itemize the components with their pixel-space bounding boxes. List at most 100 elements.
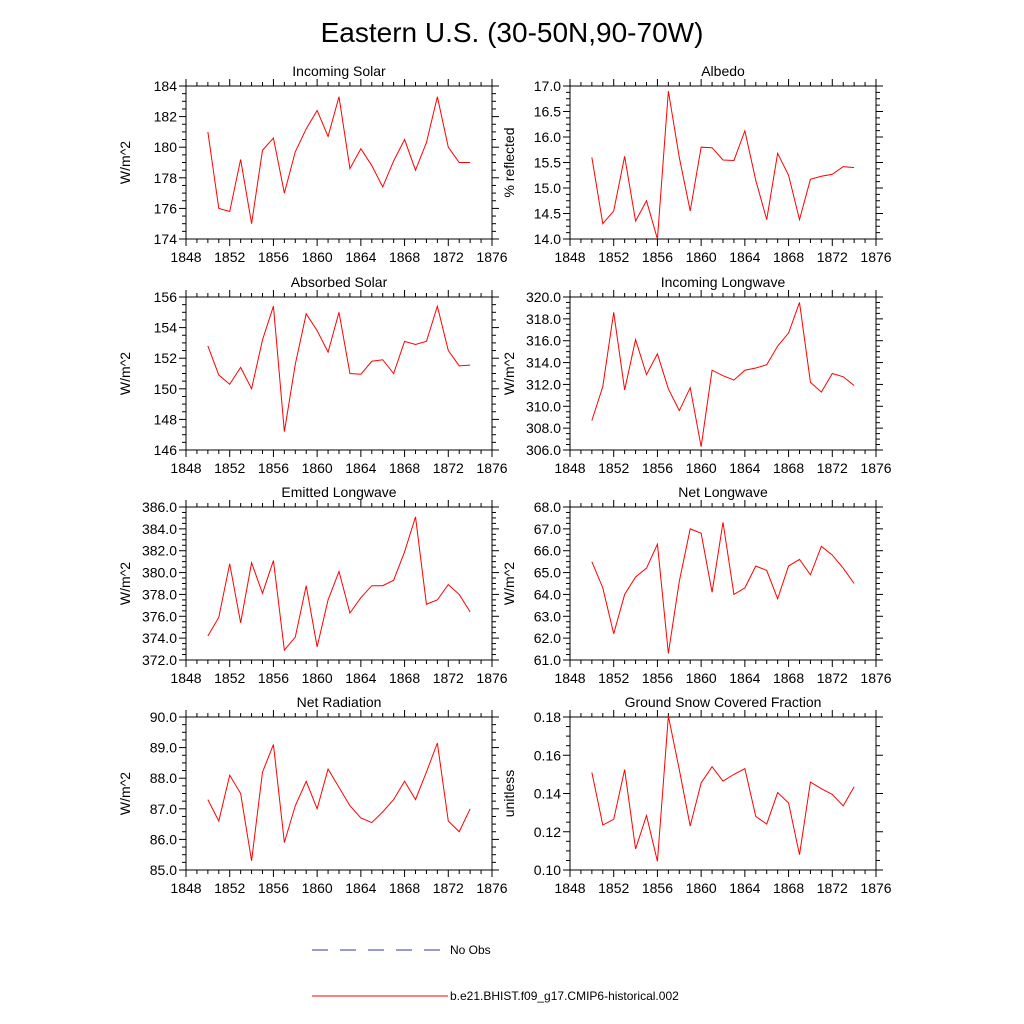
y-tick-label: 152 [154, 350, 178, 366]
plot-frame-net-longwave [569, 506, 877, 661]
x-tick-label: 1868 [773, 670, 804, 686]
plot-frame-incoming-solar [185, 85, 493, 240]
y-axis-label-incoming-solar: W/m^2 [117, 141, 133, 184]
legend-obs-label: No Obs [450, 943, 491, 957]
x-tick-label: 1860 [302, 460, 333, 476]
x-tick-label: 1868 [773, 460, 804, 476]
x-tick-label: 1856 [258, 880, 289, 896]
x-tick-label: 1864 [345, 460, 376, 476]
y-tick-label: 184 [154, 78, 178, 94]
x-tick-label: 1856 [642, 249, 673, 265]
y-tick-label: 68.0 [534, 499, 561, 515]
x-tick-label: 1848 [170, 249, 201, 265]
panel-net-radiation: Net Radiation 1848 1852 1856 1860 1864 1868 187… [117, 694, 508, 896]
panel-title-albedo: Albedo [701, 63, 745, 79]
y-axis-label-net-radiation: W/m^2 [117, 772, 133, 815]
y-tick-label: 66.0 [534, 543, 561, 559]
x-tick-label: 1856 [642, 670, 673, 686]
series-line-emitted-longwave [207, 516, 471, 652]
x-tick-label: 1872 [433, 880, 464, 896]
y-tick-label: 182 [154, 109, 178, 125]
x-tick-label: 1852 [214, 460, 245, 476]
x-tick-label: 1864 [345, 880, 376, 896]
y-tick-label: 318.0 [526, 311, 561, 327]
x-tick-label: 1872 [433, 249, 464, 265]
y-tick-label: 156 [154, 289, 178, 305]
y-tick-label: 61.0 [534, 652, 561, 668]
series-line-incoming-solar [207, 96, 471, 224]
x-tick-label: 1860 [302, 880, 333, 896]
y-axis-label-absorbed-solar: W/m^2 [117, 352, 133, 395]
y-tick-label: 148 [154, 411, 178, 427]
x-tick-label: 1848 [170, 670, 201, 686]
x-tick-label: 1876 [476, 880, 507, 896]
y-tick-label: 85.0 [150, 862, 177, 878]
x-tick-label: 1848 [554, 880, 585, 896]
y-tick-label: 64.0 [534, 586, 561, 602]
x-tick-label: 1868 [389, 880, 420, 896]
y-tick-label: 17.0 [534, 78, 561, 94]
x-tick-label: 1864 [729, 460, 760, 476]
x-tick-label: 1848 [170, 460, 201, 476]
y-tick-label: 89.0 [150, 740, 177, 756]
y-tick-label: 378.0 [142, 586, 177, 602]
y-axis-label-net-longwave: W/m^2 [501, 562, 517, 605]
panel-net-longwave: Net Longwave 1848 1852 1856 1860 1864 1868 1872… [501, 484, 892, 686]
y-tick-label: 62.0 [534, 630, 561, 646]
x-tick-label: 1868 [389, 249, 420, 265]
panel-absorbed-solar: Absorbed Solar 1848 1852 1856 1860 1864 1868 18… [117, 274, 508, 476]
x-tick-label: 1876 [476, 249, 507, 265]
x-tick-label: 1868 [773, 249, 804, 265]
x-tick-label: 1860 [686, 249, 717, 265]
x-tick-label: 1852 [214, 249, 245, 265]
x-tick-label: 1868 [389, 460, 420, 476]
x-tick-label: 1860 [686, 670, 717, 686]
y-tick-label: 180 [154, 139, 178, 155]
legend-model-label: b.e21.BHIST.f09_g17.CMIP6-historical.002 [450, 989, 679, 1003]
panel-incoming-longwave: Incoming Longwave 1848 1852 1856 1860 1864 186… [501, 274, 892, 476]
x-tick-label: 1864 [729, 249, 760, 265]
y-tick-label: 146 [154, 442, 178, 458]
series-line-incoming-longwave [591, 302, 855, 447]
x-tick-label: 1872 [817, 460, 848, 476]
panel-albedo: Albedo 1848 1852 1856 1860 1864 1868 1872 1876 14… [501, 63, 892, 265]
x-tick-label: 1852 [214, 670, 245, 686]
x-tick-label: 1852 [598, 670, 629, 686]
panel-title-incoming-longwave: Incoming Longwave [661, 274, 786, 290]
y-tick-label: 386.0 [142, 499, 177, 515]
x-tick-label: 1872 [433, 670, 464, 686]
y-tick-label: 88.0 [150, 770, 177, 786]
y-tick-label: 15.0 [534, 180, 561, 196]
x-tick-label: 1872 [817, 670, 848, 686]
y-tick-label: 67.0 [534, 521, 561, 537]
plot-frame-net-radiation [185, 716, 493, 871]
panel-title-absorbed-solar: Absorbed Solar [291, 274, 388, 290]
x-tick-label: 1860 [302, 670, 333, 686]
x-tick-label: 1852 [598, 249, 629, 265]
panel-ground-snow-covered-fraction: Ground Snow Covered Fraction 1848 1852 1856… [501, 694, 892, 896]
x-tick-label: 1856 [258, 249, 289, 265]
x-tick-label: 1860 [686, 460, 717, 476]
y-tick-label: 312.0 [526, 376, 561, 392]
y-tick-label: 16.0 [534, 129, 561, 145]
x-tick-label: 1876 [476, 670, 507, 686]
y-tick-label: 320.0 [526, 289, 561, 305]
y-tick-label: 14.0 [534, 231, 561, 247]
x-tick-label: 1848 [554, 249, 585, 265]
y-tick-label: 0.12 [534, 824, 561, 840]
y-tick-label: 0.18 [534, 709, 561, 725]
x-tick-label: 1848 [170, 880, 201, 896]
x-tick-label: 1852 [598, 460, 629, 476]
y-tick-label: 308.0 [526, 420, 561, 436]
x-tick-label: 1860 [686, 880, 717, 896]
y-tick-label: 0.10 [534, 862, 561, 878]
y-tick-label: 380.0 [142, 565, 177, 581]
x-tick-label: 1864 [729, 880, 760, 896]
x-tick-label: 1856 [258, 460, 289, 476]
y-tick-label: 14.5 [534, 206, 561, 222]
x-tick-label: 1856 [642, 880, 673, 896]
y-tick-label: 376.0 [142, 608, 177, 624]
x-tick-label: 1876 [860, 460, 891, 476]
figure-title: Eastern U.S. (30-50N,90-70W) [321, 17, 704, 48]
panel-title-emitted-longwave: Emitted Longwave [281, 484, 396, 500]
